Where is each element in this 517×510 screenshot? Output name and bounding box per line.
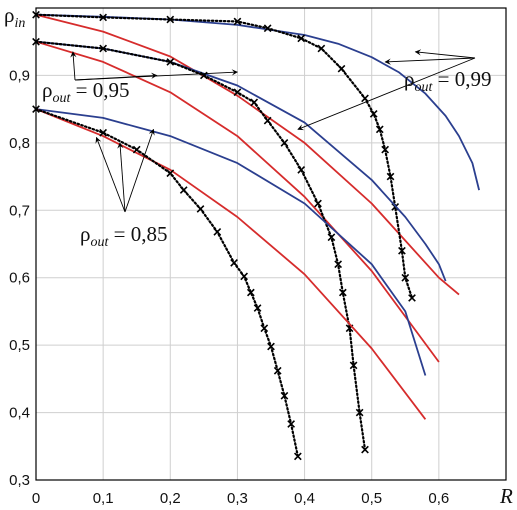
data-point-marker	[132, 145, 141, 154]
data-point-marker	[297, 34, 306, 43]
x-tick-label: 0,1	[93, 490, 114, 507]
tick-labels: 0 0,1 0,2 0,3 0,4 0,5 0,6 0,3 0,4 0,5 0,6 0,7 0,8 0,9	[9, 67, 449, 507]
data-point-marker	[233, 17, 242, 26]
data-point-marker	[179, 186, 188, 194]
data-point-marker	[166, 58, 175, 66]
x-tick-label: 0	[32, 490, 40, 507]
data-point-marker	[166, 169, 175, 178]
x-tick-label: 0,3	[227, 490, 248, 507]
data-point-marker	[386, 172, 395, 181]
data-point-marker	[408, 294, 416, 302]
data-point-marker	[361, 94, 369, 103]
label-sub: out	[52, 91, 71, 106]
data-point-marker	[213, 227, 222, 236]
annotation-arrow	[95, 136, 126, 213]
data-point-marker	[293, 452, 302, 461]
y-tick-label: 0,5	[9, 337, 30, 354]
label-sub: out	[90, 235, 109, 250]
data-point-marker	[398, 246, 406, 255]
y-axis-label: ρin	[4, 3, 25, 31]
label-rho-out-085: ρout = 0,85	[80, 222, 167, 250]
series-layer	[32, 10, 480, 461]
annotation-arrow	[414, 49, 476, 59]
annotation-arrow	[124, 128, 155, 213]
data-point-marker	[267, 342, 275, 351]
x-tick-label: 0,5	[361, 490, 382, 507]
label-base: ρ	[80, 222, 90, 246]
annotation-arrows	[70, 49, 476, 213]
data-point-marker	[263, 116, 272, 125]
data-point-marker	[263, 24, 272, 33]
data-point-marker	[334, 260, 343, 269]
data-point-marker	[381, 145, 390, 154]
data-point-marker	[375, 125, 384, 134]
label-rho-out-099: ρout = 0,99	[404, 67, 491, 95]
label-base: ρ	[404, 67, 414, 91]
data-point-marker	[280, 391, 289, 400]
data-point-marker	[253, 304, 262, 312]
label-base: ρ	[42, 78, 52, 102]
x-tick-label: 0,4	[294, 490, 315, 507]
data-point-marker	[401, 273, 410, 282]
x-tick-label: 0,2	[160, 490, 181, 507]
label-value: = 0,85	[108, 222, 167, 246]
annotation-arrow	[384, 57, 476, 65]
data-point-marker	[361, 445, 369, 454]
data-point-marker	[280, 138, 289, 147]
grid	[35, 7, 507, 481]
y-tick-label: 0,7	[9, 202, 30, 219]
y-tick-label: 0,9	[9, 67, 30, 84]
data-point-marker	[273, 366, 282, 375]
data-point-marker	[338, 288, 347, 297]
label-value: = 0,95	[70, 78, 129, 102]
y-axis-label-sub: in	[14, 16, 25, 31]
x-tick-label: 0,6	[428, 490, 449, 507]
data-point-marker	[99, 13, 108, 22]
data-point-marker	[314, 199, 322, 208]
series-red-085	[35, 108, 427, 420]
label-sub: out	[414, 80, 433, 95]
data-point-marker	[260, 324, 269, 333]
annotation-arrow	[117, 142, 126, 213]
series-red-095	[35, 40, 440, 363]
data-point-marker	[369, 109, 378, 118]
data-point-marker	[233, 88, 242, 97]
data-point-marker	[230, 259, 238, 267]
data-point-marker	[196, 205, 205, 213]
y-axis-label-base: ρ	[4, 3, 14, 27]
y-tick-label: 0,6	[9, 270, 30, 287]
data-point-marker	[355, 408, 364, 417]
data-point-marker	[166, 15, 175, 24]
data-point-marker	[327, 233, 336, 242]
data-point-marker	[297, 165, 306, 174]
label-value: = 0,99	[432, 67, 491, 91]
series-red-099	[35, 13, 460, 296]
x-axis-label: R	[499, 484, 513, 508]
annotation-arrow	[297, 57, 476, 131]
series-dotted-085	[34, 107, 299, 458]
y-tick-label: 0,3	[9, 472, 30, 489]
annotation-arrow	[70, 51, 77, 81]
annotation-arrow	[74, 69, 239, 81]
data-point-marker	[99, 128, 108, 137]
series-blue-085	[35, 108, 427, 376]
data-point-marker	[240, 272, 249, 281]
data-point-marker	[337, 64, 346, 73]
data-point-marker	[246, 288, 255, 297]
y-tick-label: 0,8	[9, 135, 30, 152]
series-blue-099	[35, 13, 480, 191]
data-point-marker	[287, 420, 296, 428]
data-point-marker	[349, 361, 358, 370]
data-point-marker	[99, 44, 108, 53]
plot-frame	[35, 7, 507, 481]
data-point-marker	[317, 44, 326, 53]
label-rho-out-095: ρout = 0,95	[42, 78, 129, 106]
data-point-marker	[250, 98, 259, 107]
y-tick-label: 0,4	[9, 405, 30, 422]
series-dotted-099	[34, 13, 414, 299]
